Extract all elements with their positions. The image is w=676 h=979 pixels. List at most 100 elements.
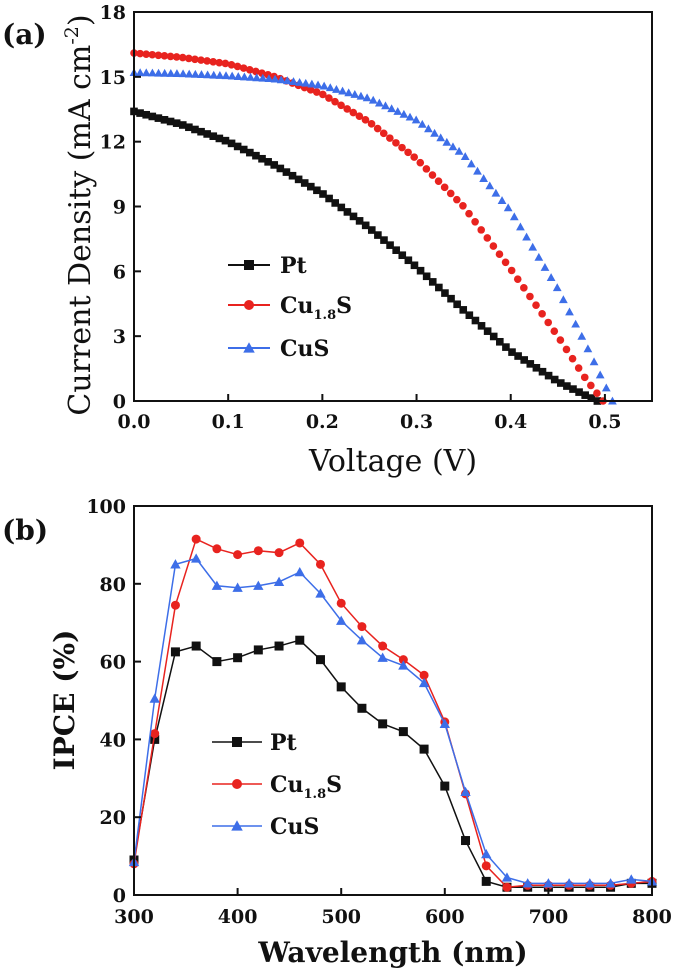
data-point	[405, 112, 415, 121]
data-point	[489, 332, 498, 341]
panel-a-y-axis-title-main: Current Density (mA cm	[63, 45, 98, 416]
data-point	[150, 729, 160, 739]
data-point	[422, 165, 431, 173]
panel-a-y-axis-title: Current Density (mA cm-2)	[61, 14, 98, 415]
x-tick-label: 0.5	[588, 411, 621, 433]
data-point	[172, 119, 181, 127]
data-point	[532, 301, 540, 309]
data-point	[503, 203, 513, 212]
data-point	[343, 208, 352, 216]
data-point	[258, 154, 266, 163]
y-tick-label: 80	[100, 574, 126, 596]
data-point	[239, 64, 248, 72]
series-pt	[130, 107, 652, 405]
data-point	[149, 693, 160, 703]
legend-label-main: CuS	[270, 814, 319, 840]
data-point	[471, 316, 480, 325]
data-point	[338, 86, 347, 95]
data-point	[580, 373, 589, 382]
data-point	[481, 876, 491, 886]
data-point	[483, 327, 492, 335]
data-point	[356, 91, 366, 100]
data-point	[336, 682, 346, 692]
data-point	[150, 734, 160, 744]
data-point	[565, 307, 574, 316]
data-point	[379, 129, 388, 138]
data-point	[471, 217, 479, 226]
data-point	[550, 375, 559, 384]
data-point	[522, 232, 531, 241]
data-point	[410, 153, 418, 161]
data-point	[331, 199, 340, 207]
data-point	[544, 318, 553, 327]
legend-label-cu18s: Cu1.8S	[270, 772, 342, 802]
data-point	[307, 182, 315, 191]
x-tick-label: 800	[632, 906, 672, 928]
data-point	[411, 115, 421, 124]
data-point	[349, 212, 358, 221]
data-point	[197, 127, 205, 136]
data-point	[448, 142, 458, 151]
data-point	[212, 544, 222, 554]
series-pt	[129, 635, 657, 892]
data-point	[246, 72, 255, 81]
x-tick-label: 400	[218, 906, 258, 928]
data-point	[556, 336, 565, 344]
data-point	[203, 57, 211, 65]
data-point	[543, 878, 554, 888]
panel-a-y-axis-title-exponent: -2	[61, 26, 83, 45]
data-point	[508, 348, 516, 356]
legend-label-subscript: 1.8	[314, 308, 337, 323]
data-point	[540, 263, 550, 271]
panel-a-x-ticks: 0.0 0.1 0.2 0.3 0.4 0.5	[117, 394, 621, 433]
data-point	[203, 70, 212, 79]
data-point	[398, 251, 407, 260]
x-tick-label: 700	[529, 906, 569, 928]
data-point	[361, 221, 370, 230]
data-point	[312, 88, 321, 96]
y-tick-label: 100	[86, 496, 126, 518]
data-point	[374, 231, 382, 239]
data-point	[589, 357, 599, 366]
data-point	[336, 615, 347, 625]
legend-label-main: Cu	[270, 772, 304, 798]
data-point	[550, 327, 559, 335]
data-point	[350, 90, 360, 98]
data-point	[446, 189, 455, 198]
legend-label-cus: CuS	[270, 814, 319, 840]
y-tick-label: 40	[100, 729, 126, 751]
data-point	[233, 72, 243, 80]
data-point	[221, 71, 231, 80]
data-point	[398, 143, 406, 152]
data-point	[569, 385, 577, 393]
data-point	[502, 343, 510, 351]
data-point	[398, 727, 408, 737]
data-point	[233, 142, 242, 151]
data-point	[245, 66, 254, 74]
data-point	[160, 68, 170, 77]
legend-entry-cu18s: Cu1.8S	[212, 772, 342, 802]
data-point	[481, 861, 491, 871]
data-point	[227, 60, 236, 69]
legend-marker-triangle	[243, 342, 255, 353]
data-point	[532, 363, 541, 372]
legend-label-main: Cu	[280, 293, 314, 319]
data-point	[253, 645, 263, 655]
series-line	[133, 639, 652, 888]
panel-b-x-axis-title: Wavelength (nm)	[257, 936, 527, 969]
data-point	[374, 98, 384, 107]
data-point	[301, 78, 311, 87]
data-point	[191, 641, 201, 651]
data-point	[337, 101, 345, 110]
data-point	[534, 252, 544, 261]
data-point	[170, 647, 180, 657]
data-point	[453, 195, 461, 204]
data-point	[587, 394, 596, 402]
data-point	[398, 660, 409, 670]
series-cus	[128, 553, 658, 888]
data-point	[294, 175, 303, 184]
x-tick-label: 500	[321, 906, 361, 928]
data-point	[362, 93, 372, 102]
